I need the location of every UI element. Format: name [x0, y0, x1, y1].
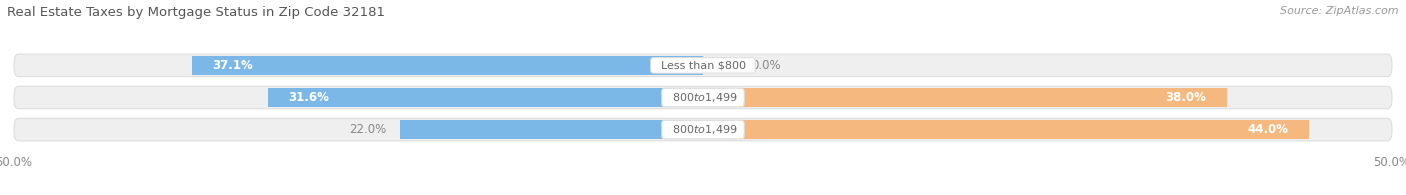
Text: 0.0%: 0.0%: [751, 59, 780, 72]
FancyBboxPatch shape: [14, 118, 1392, 141]
Bar: [399, 120, 703, 139]
Text: Less than $800: Less than $800: [654, 60, 752, 70]
Text: Real Estate Taxes by Mortgage Status in Zip Code 32181: Real Estate Taxes by Mortgage Status in …: [7, 6, 385, 19]
Text: 44.0%: 44.0%: [1247, 123, 1289, 136]
Text: 31.6%: 31.6%: [288, 91, 329, 104]
Text: 22.0%: 22.0%: [349, 123, 387, 136]
Bar: [703, 88, 1226, 107]
Legend: Without Mortgage, With Mortgage: Without Mortgage, With Mortgage: [578, 191, 828, 195]
FancyBboxPatch shape: [14, 54, 1392, 77]
FancyBboxPatch shape: [14, 86, 1392, 109]
Bar: [191, 56, 703, 75]
Text: $800 to $1,499: $800 to $1,499: [665, 91, 741, 104]
Text: 37.1%: 37.1%: [212, 59, 253, 72]
Bar: [267, 88, 703, 107]
Text: Source: ZipAtlas.com: Source: ZipAtlas.com: [1281, 6, 1399, 16]
Text: 38.0%: 38.0%: [1166, 91, 1206, 104]
Text: $800 to $1,499: $800 to $1,499: [665, 123, 741, 136]
Bar: [703, 120, 1309, 139]
